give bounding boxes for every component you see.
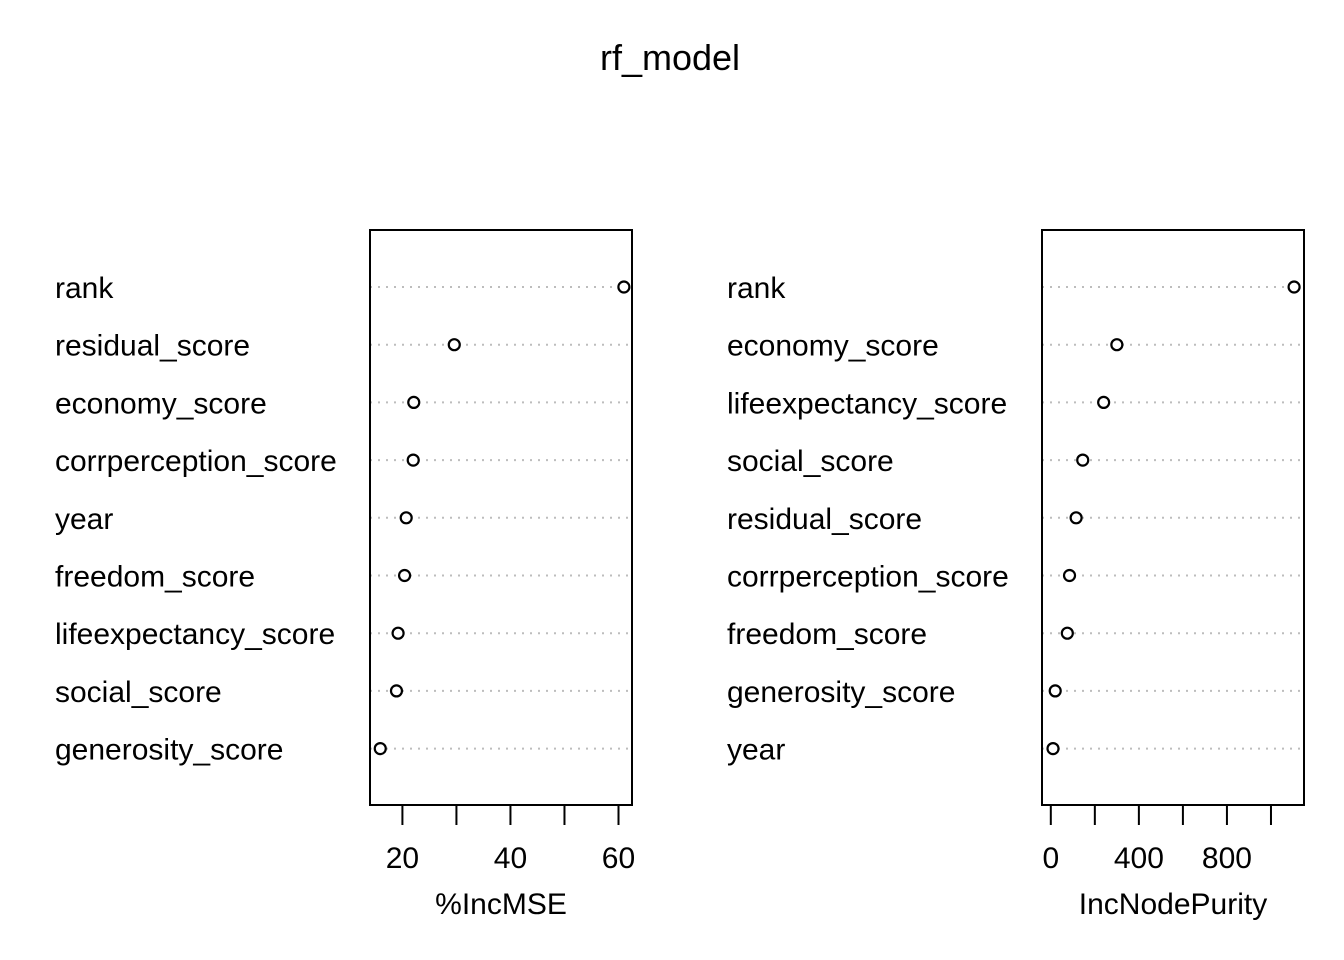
data-point	[1287, 280, 1301, 294]
data-point	[1060, 626, 1074, 640]
category-label: social_score	[727, 445, 894, 478]
x-tick-label: 40	[494, 842, 527, 875]
data-point	[389, 684, 404, 698]
data-point	[1069, 511, 1083, 525]
x-tick-label: 20	[386, 842, 419, 875]
category-label: corrperception_score	[727, 561, 1009, 594]
panel-incmse: rank residual_score economy_score corrperce…	[55, 229, 635, 921]
data-point	[1110, 338, 1124, 352]
category-label: year	[727, 734, 785, 767]
x-tick-label: 800	[1202, 842, 1252, 875]
category-label: economy_score	[727, 330, 939, 363]
x-axis-label: IncNodePurity	[1079, 888, 1267, 921]
data-point	[1046, 741, 1060, 756]
data-point	[391, 626, 405, 640]
data-point	[447, 338, 461, 352]
panel-incnodepurity: rank economy_score lifeexpectancy_scoresoc…	[727, 229, 1305, 921]
category-label: social_score	[55, 676, 222, 709]
x-tick-label: 400	[1114, 842, 1164, 875]
category-label: rank	[727, 272, 786, 305]
data-point	[1048, 684, 1062, 698]
category-label: generosity_score	[727, 676, 955, 709]
data-point	[617, 280, 631, 294]
category-label: residual_score	[727, 503, 922, 536]
x-tick-label: 60	[602, 842, 635, 875]
category-label: residual_score	[55, 330, 250, 363]
category-label: freedom_score	[727, 618, 927, 651]
data-point	[373, 741, 387, 756]
category-label: lifeexpectancy_score	[55, 618, 335, 651]
category-label: freedom_score	[55, 561, 255, 594]
data-point	[399, 511, 413, 525]
chart-title: rf_model	[600, 37, 740, 78]
data-point	[397, 568, 412, 583]
category-label: lifeexpectancy_score	[727, 387, 1007, 420]
x-tick-label: 0	[1042, 842, 1059, 875]
category-label: generosity_score	[55, 734, 283, 767]
data-point	[406, 453, 420, 467]
x-axis-label: %IncMSE	[435, 888, 567, 921]
data-point	[1097, 395, 1111, 409]
category-label: year	[55, 503, 113, 536]
category-label: economy_score	[55, 387, 267, 420]
data-point	[407, 395, 421, 409]
category-label: rank	[55, 272, 114, 305]
category-label: corrperception_score	[55, 445, 337, 478]
data-point	[1076, 453, 1090, 467]
data-point	[1062, 568, 1077, 583]
